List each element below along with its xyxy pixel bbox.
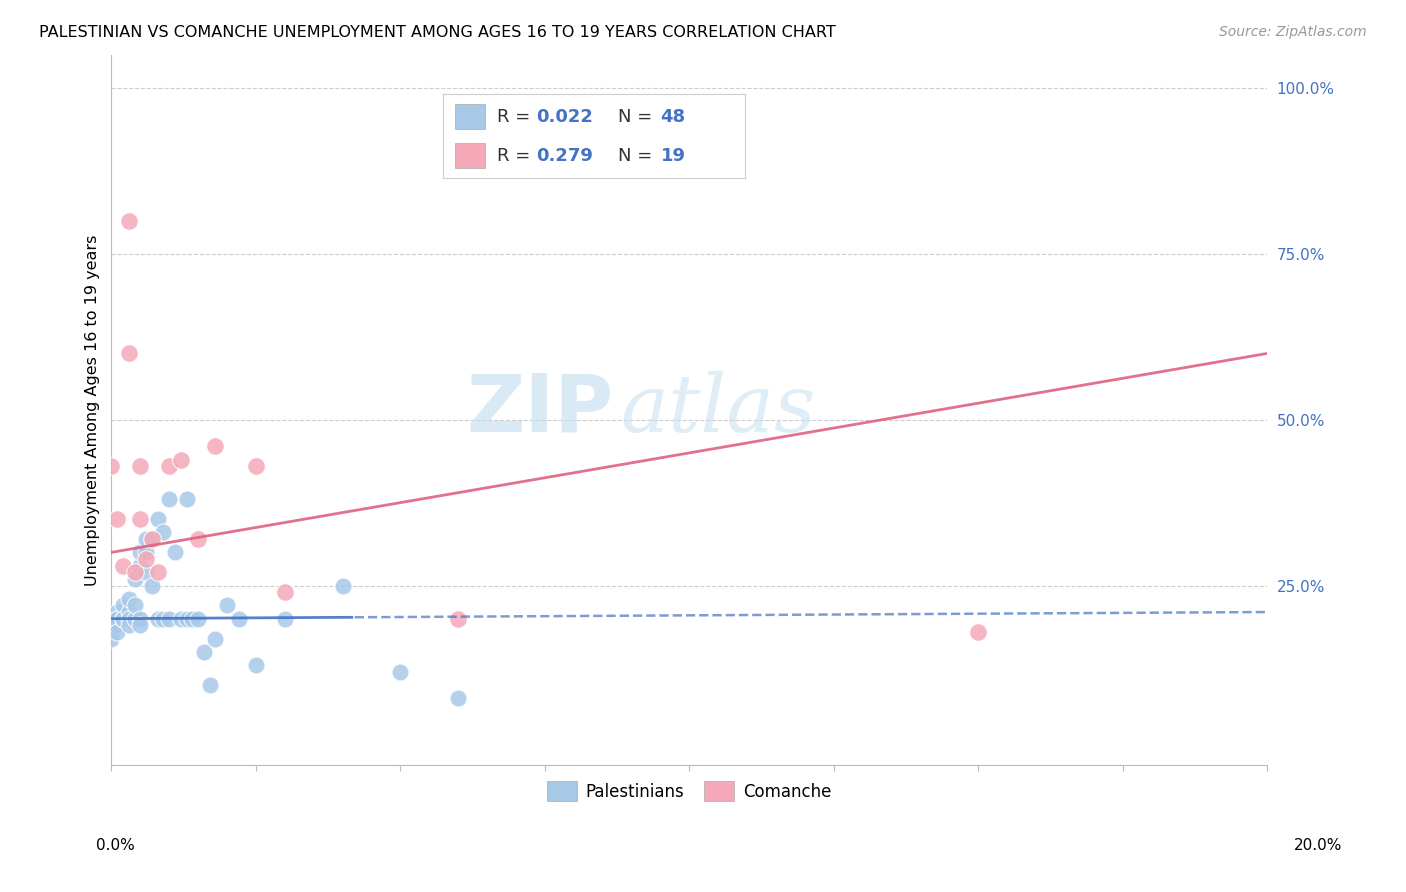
Text: N =: N = (619, 108, 658, 126)
Point (204, 439, 226, 453)
Point (157, 612, 180, 626)
Point (215, 599, 238, 613)
Text: 19: 19 (661, 146, 686, 164)
Point (389, 665, 412, 679)
Point (129, 545, 152, 559)
Point (135, 552, 157, 566)
Text: 0.022: 0.022 (537, 108, 593, 126)
Point (124, 599, 146, 613)
Point (176, 612, 198, 626)
Text: 0.0%: 0.0% (96, 838, 135, 853)
Text: R =: R = (498, 146, 536, 164)
Point (105, 618, 128, 632)
Point (181, 612, 204, 626)
Point (170, 612, 193, 626)
Point (111, 599, 134, 613)
Point (111, 558, 134, 573)
Point (135, 566, 157, 580)
Point (118, 346, 141, 360)
Point (111, 612, 134, 626)
Text: ZIP: ZIP (467, 371, 614, 449)
Point (152, 525, 174, 540)
Point (124, 612, 146, 626)
Point (129, 558, 152, 573)
Point (245, 658, 267, 673)
Text: Source: ZipAtlas.com: Source: ZipAtlas.com (1219, 25, 1367, 39)
Point (129, 512, 152, 526)
Point (118, 612, 141, 626)
Text: 48: 48 (661, 108, 686, 126)
Point (187, 612, 209, 626)
Point (111, 612, 134, 626)
Point (105, 612, 128, 626)
Point (146, 612, 169, 626)
Point (332, 578, 354, 592)
Point (447, 612, 470, 626)
Point (118, 618, 141, 632)
Point (967, 624, 990, 639)
Point (193, 645, 215, 659)
Point (187, 532, 209, 546)
Point (105, 605, 128, 619)
Point (129, 612, 152, 626)
Point (447, 691, 470, 706)
Point (135, 545, 157, 559)
Point (135, 532, 157, 546)
Text: 0.279: 0.279 (537, 146, 593, 164)
Point (129, 459, 152, 474)
Point (198, 678, 221, 692)
Point (105, 624, 128, 639)
Bar (456, 103, 485, 129)
Point (105, 512, 128, 526)
Point (141, 532, 163, 546)
Point (118, 591, 141, 606)
Point (157, 492, 180, 507)
Point (146, 566, 169, 580)
Point (118, 605, 141, 619)
Text: 20.0%: 20.0% (1295, 838, 1343, 853)
Point (141, 578, 163, 592)
Point (124, 572, 146, 586)
Point (157, 459, 180, 474)
Point (124, 566, 146, 580)
Point (118, 214, 141, 228)
Point (100, 632, 122, 646)
Point (152, 612, 174, 626)
Text: N =: N = (619, 146, 658, 164)
Point (141, 532, 163, 546)
Legend: Palestinians, Comanche: Palestinians, Comanche (541, 774, 838, 807)
Text: atlas: atlas (620, 371, 815, 449)
Point (274, 612, 297, 626)
Bar (456, 143, 485, 169)
Point (146, 512, 169, 526)
Point (129, 618, 152, 632)
Y-axis label: Unemployment Among Ages 16 to 19 years: Unemployment Among Ages 16 to 19 years (86, 234, 100, 585)
Point (204, 632, 226, 646)
Point (163, 545, 186, 559)
Point (228, 612, 250, 626)
Point (100, 612, 122, 626)
Point (170, 452, 193, 467)
Point (100, 618, 122, 632)
Point (245, 459, 267, 474)
Text: PALESTINIAN VS COMANCHE UNEMPLOYMENT AMONG AGES 16 TO 19 YEARS CORRELATION CHART: PALESTINIAN VS COMANCHE UNEMPLOYMENT AMO… (39, 25, 837, 40)
Point (100, 459, 122, 474)
Text: R =: R = (498, 108, 536, 126)
Point (176, 492, 198, 507)
Point (274, 585, 297, 599)
